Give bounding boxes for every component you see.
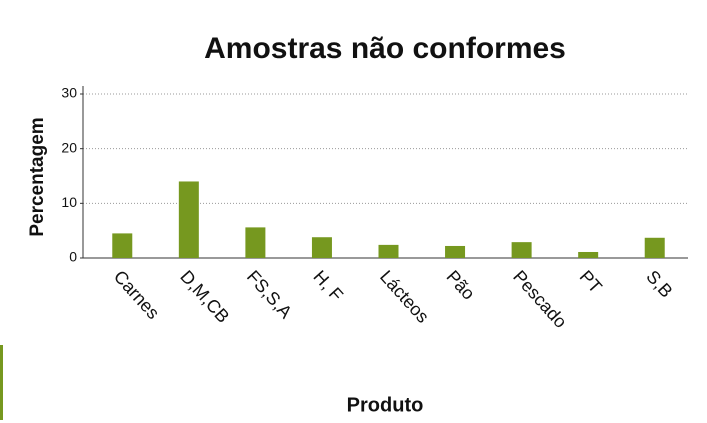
x-tick-label: Pescado: [509, 266, 571, 331]
bar: [245, 227, 266, 258]
x-tick-label: PT: [576, 266, 606, 296]
x-tick-label: Carnes: [110, 266, 164, 323]
x-tick-label: Pão: [443, 266, 479, 303]
y-tick-label: 30: [61, 85, 77, 101]
bar: [378, 244, 399, 258]
bar: [112, 233, 133, 258]
x-tick-label: D,M,CB: [176, 266, 233, 326]
frame-edge: [0, 345, 3, 420]
x-axis-label: Produto: [347, 394, 424, 416]
bar: [511, 242, 532, 258]
y-tick-label: 10: [61, 194, 77, 210]
bar: [445, 245, 466, 258]
chart-title: Amostras não conformes: [204, 32, 566, 65]
bar: [578, 251, 599, 258]
bar: [644, 237, 665, 258]
bar: [178, 181, 199, 258]
x-tick-label: H, F: [309, 266, 347, 305]
x-tick-label: FS,S,A: [243, 266, 296, 322]
y-tick-label: 20: [61, 139, 77, 155]
y-tick-label: 0: [69, 249, 77, 265]
x-tick-label: Lácteos: [376, 266, 433, 326]
x-tick-label: S,B: [642, 266, 676, 301]
bar: [311, 237, 332, 258]
y-axis-label: Percentagem: [27, 117, 48, 236]
